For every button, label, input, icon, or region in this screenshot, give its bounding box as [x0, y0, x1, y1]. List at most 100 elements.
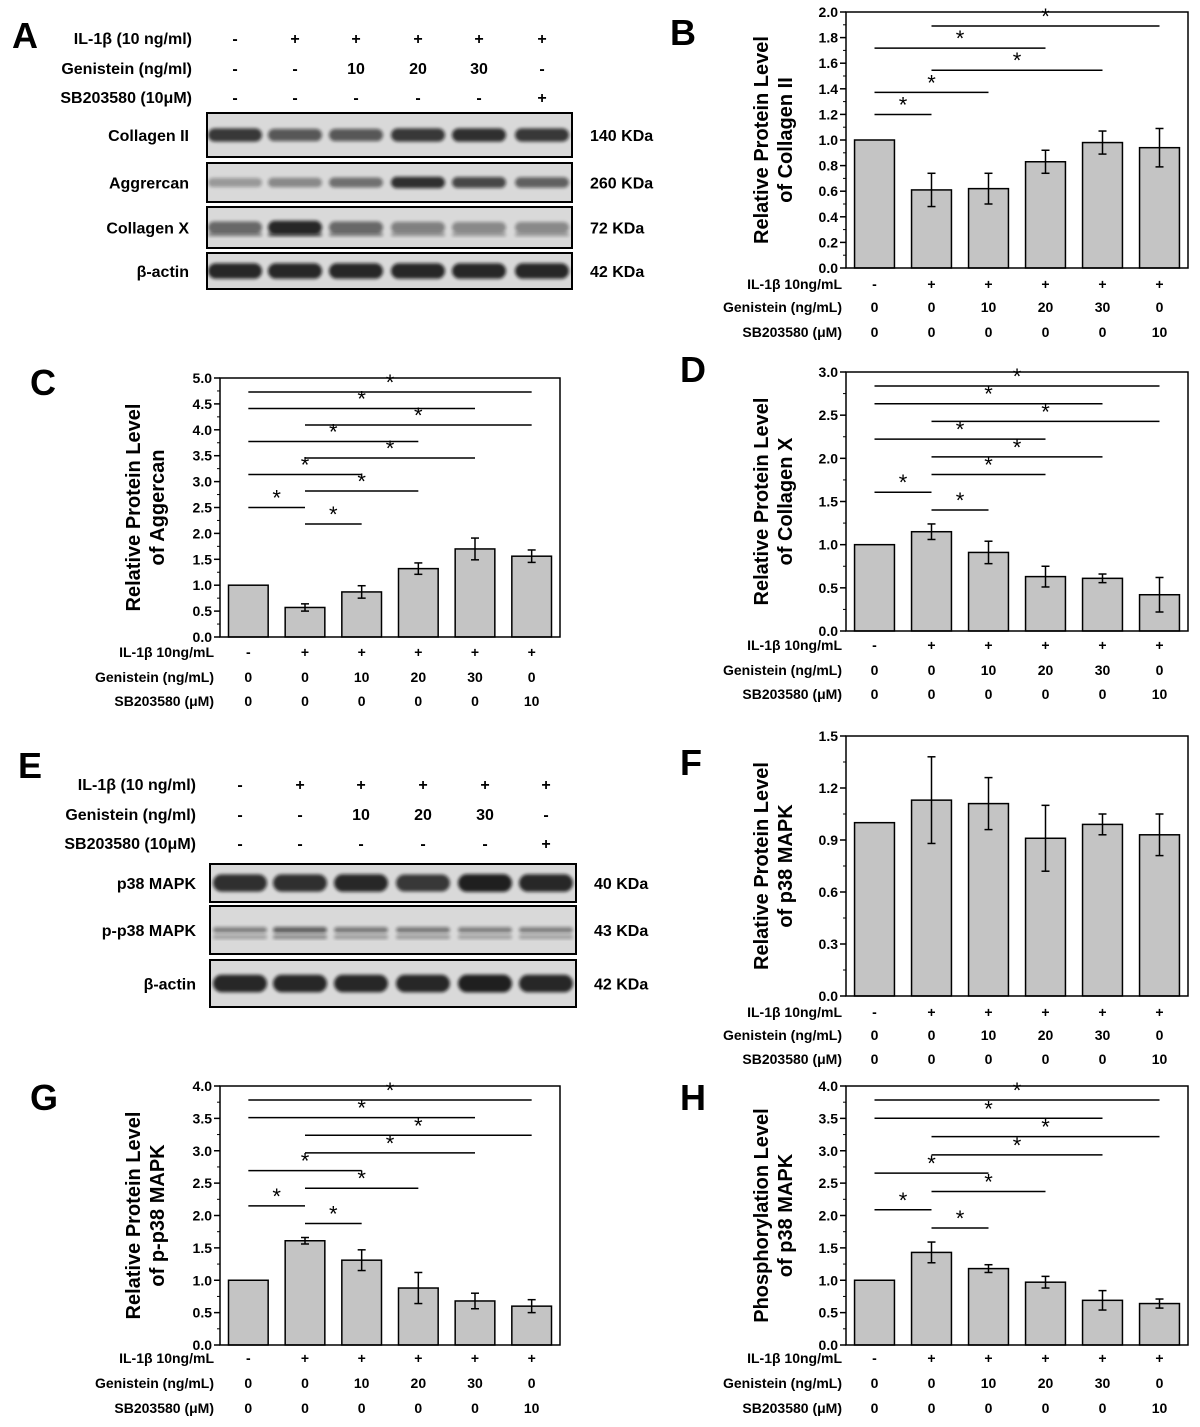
plot-frame	[845, 11, 1189, 269]
condition-value: 30	[1095, 662, 1111, 678]
panel-letter: A	[12, 15, 38, 56]
condition-value: +	[1041, 276, 1049, 292]
y-tick-label: 1.0	[193, 1272, 213, 1288]
bar	[341, 591, 383, 638]
condition-value: 0	[985, 686, 993, 702]
y-tick-label: 1.0	[193, 577, 213, 593]
condition-value: +	[1098, 1350, 1106, 1366]
bar	[910, 1251, 953, 1346]
band-size-label: 43 KDa	[594, 923, 648, 940]
condition-value: 0	[871, 1051, 879, 1067]
condition-value: +	[984, 1004, 992, 1020]
blot-band	[273, 935, 327, 939]
condition-value: +	[1155, 276, 1163, 292]
bar	[967, 1267, 1010, 1346]
condition-label: IL-1β 10ng/mL	[747, 276, 842, 292]
condition-value: 20	[1038, 1375, 1054, 1391]
blot-band	[208, 263, 262, 279]
condition-value: 10	[981, 662, 997, 678]
condition-value: 0	[928, 686, 936, 702]
condition-value: +	[480, 777, 489, 794]
blot-band	[391, 128, 445, 142]
condition-value: +	[414, 1350, 422, 1366]
blot-band	[396, 874, 450, 892]
condition-value: +	[301, 644, 309, 660]
condition-value: 0	[871, 1027, 879, 1043]
blot-band	[208, 232, 262, 237]
bar	[341, 1259, 383, 1346]
condition-value: -	[246, 1350, 251, 1366]
y-axis-label-line: of Collagen X	[775, 437, 797, 565]
significance-star: *	[1013, 1078, 1022, 1103]
panel-letter: B	[670, 12, 696, 53]
condition-label: Genistein (ng/mL)	[723, 1375, 842, 1391]
condition-value: +	[541, 836, 550, 853]
significance-star: *	[1041, 1115, 1050, 1140]
blot-membrane	[206, 112, 573, 158]
condition-value: +	[1155, 1004, 1163, 1020]
y-tick-label: 0.8	[819, 158, 839, 174]
condition-value: +	[541, 777, 550, 794]
condition-value: 20	[411, 669, 427, 685]
y-tick-label: 3.0	[193, 1143, 213, 1159]
condition-value: 0	[528, 669, 536, 685]
y-tick-label: 1.5	[193, 551, 213, 567]
condition-value: 30	[470, 61, 488, 78]
condition-value: +	[537, 31, 546, 48]
condition-label: SB203580 (μM)	[742, 686, 842, 702]
condition-value: 0	[1099, 686, 1107, 702]
y-tick-label: 0.0	[819, 623, 839, 639]
condition-value: 0	[985, 1400, 993, 1416]
condition-value: 0	[1042, 686, 1050, 702]
condition-value: +	[471, 1350, 479, 1366]
plot-frame	[219, 1085, 561, 1346]
y-tick-label: 3.5	[193, 1110, 213, 1126]
bar	[227, 1279, 269, 1346]
y-tick-label: 2.0	[193, 525, 213, 541]
condition-value: -	[232, 90, 237, 107]
y-axis-label: Relative Protein Level of Collagen II	[751, 36, 797, 244]
y-tick-label: 1.0	[819, 1272, 839, 1288]
condition-value: +	[295, 777, 304, 794]
condition-label: SB203580 (μM)	[742, 1400, 842, 1416]
y-axis-label-line: of Aggercan	[147, 450, 169, 566]
condition-label: Genistein (ng/ml)	[65, 807, 196, 824]
band-size-label: 42 KDa	[590, 264, 644, 281]
bar	[853, 543, 896, 632]
condition-value: 30	[467, 669, 483, 685]
condition-value: -	[543, 807, 548, 824]
condition-value: 0	[301, 1400, 309, 1416]
y-tick-label: 1.5	[819, 728, 839, 744]
plot-frame	[845, 1085, 1189, 1346]
blot-band	[396, 935, 450, 939]
significance-star: *	[984, 1096, 993, 1121]
condition-value: -	[232, 61, 237, 78]
y-tick-label: 2.0	[819, 1208, 839, 1224]
bar	[454, 548, 496, 638]
y-tick-label: 1.2	[819, 106, 839, 122]
condition-value: 0	[871, 662, 879, 678]
blot-band	[213, 974, 267, 993]
condition-value: +	[1098, 276, 1106, 292]
condition-value: +	[984, 637, 992, 653]
blot-band	[334, 874, 388, 892]
blot-band	[329, 221, 383, 234]
bar	[1081, 823, 1124, 997]
blot-band	[329, 263, 383, 279]
y-tick-label: 0.5	[193, 1305, 213, 1321]
bar	[1138, 146, 1181, 269]
condition-label: Genistein (ng/mL)	[723, 662, 842, 678]
condition-value: -	[476, 90, 481, 107]
bar	[853, 139, 896, 269]
condition-value: 10	[524, 693, 540, 709]
y-tick-label: 4.0	[193, 1078, 213, 1094]
significance-star: *	[386, 1131, 395, 1156]
condition-value: 10	[1152, 324, 1168, 340]
y-tick-label: 5.0	[193, 370, 213, 386]
condition-value: -	[237, 807, 242, 824]
condition-value: 0	[414, 693, 422, 709]
blot-band	[213, 874, 267, 892]
condition-value: 0	[1156, 1375, 1164, 1391]
condition-value: +	[356, 777, 365, 794]
condition-value: 10	[981, 1375, 997, 1391]
